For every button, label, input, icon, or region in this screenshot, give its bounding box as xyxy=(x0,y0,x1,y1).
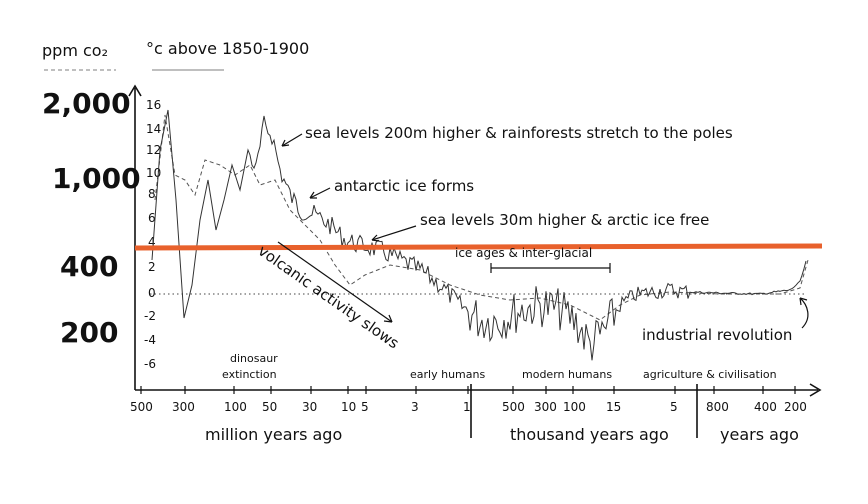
temp-tick: 6 xyxy=(148,211,156,225)
era-label: early humans xyxy=(410,368,485,381)
x-tick-label: 50 xyxy=(262,400,277,414)
x-section-label: years ago xyxy=(720,425,799,444)
current-co2-highlight-line xyxy=(134,243,823,251)
co2-series-line xyxy=(154,114,809,321)
co2-tick: 1,000 xyxy=(52,162,141,195)
co2-tick: 2,000 xyxy=(42,87,131,120)
annotation-ice-ages: ice ages & inter-glacial xyxy=(455,246,592,260)
x-tick-label: 30 xyxy=(302,400,317,414)
x-tick-label: 100 xyxy=(224,400,247,414)
temp-tick: 12 xyxy=(146,143,161,157)
volcanic-arrow xyxy=(277,241,393,323)
x-axis-arrow xyxy=(809,383,822,397)
x-tick-label: 300 xyxy=(172,400,195,414)
temp-tick: 0 xyxy=(148,286,156,300)
industrial-pointer xyxy=(799,297,809,329)
x-tick-label: 5 xyxy=(670,400,678,414)
annotation-pointer xyxy=(309,187,331,199)
volcanic-arrow-head xyxy=(383,314,393,323)
era-label-dinosaur: dinosaur xyxy=(230,352,278,365)
temperature-series-line xyxy=(151,109,807,361)
x-tick-label: 3 xyxy=(411,400,419,414)
x-tick-label: 1 xyxy=(463,400,471,414)
industrial-pointer-head xyxy=(799,297,808,306)
x-ticks xyxy=(140,386,796,394)
annotation-antarctic: antarctic ice forms xyxy=(334,177,474,195)
temp-tick: 4 xyxy=(148,235,156,249)
x-tick-label: 400 xyxy=(754,400,777,414)
x-tick-label: 10 xyxy=(341,400,356,414)
x-tick-label: 5 xyxy=(361,400,369,414)
annotation-arctic: sea levels 30m higher & arctic ice free xyxy=(420,211,709,229)
x-section-label: thousand years ago xyxy=(510,425,669,444)
annotation-pointer xyxy=(371,234,380,242)
era-label: agriculture & civilisation xyxy=(643,368,777,381)
era-label: modern humans xyxy=(522,368,612,381)
x-tick-label: 300 xyxy=(534,400,557,414)
temp-tick: 8 xyxy=(148,187,156,201)
co2-tick: 400 xyxy=(60,250,118,283)
temp-tick: 14 xyxy=(146,122,161,136)
x-tick-label: 15 xyxy=(606,400,621,414)
era-label-extinction: extinction xyxy=(222,368,277,381)
temp-tick: -4 xyxy=(144,333,156,347)
x-tick-label: 800 xyxy=(706,400,729,414)
annotation-rainforests: sea levels 200m higher & rainforests str… xyxy=(305,124,733,142)
co2-tick: 200 xyxy=(60,316,118,349)
annotation-industrial: industrial revolution xyxy=(642,326,792,344)
temp-tick: -2 xyxy=(144,309,156,323)
co2-axis-label: ppm co₂ xyxy=(42,41,108,60)
x-tick-label: 500 xyxy=(502,400,525,414)
temp-tick: -6 xyxy=(144,357,156,371)
temp-tick: 2 xyxy=(148,260,156,274)
x-tick-label: 100 xyxy=(563,400,586,414)
y-axis-arrow xyxy=(128,84,142,97)
annotation-volcanic: volcanic activity slows xyxy=(255,242,403,353)
annotation-pointer xyxy=(309,191,317,199)
temp-tick: 16 xyxy=(146,98,161,112)
x-section-label: million years ago xyxy=(205,425,342,444)
annotation-pointer xyxy=(281,139,290,147)
temp-axis-label: °c above 1850-1900 xyxy=(146,39,309,58)
x-tick-label: 500 xyxy=(130,400,153,414)
annotation-pointer xyxy=(281,133,303,147)
annotation-pointer xyxy=(371,225,417,241)
x-tick-label: 200 xyxy=(784,400,807,414)
